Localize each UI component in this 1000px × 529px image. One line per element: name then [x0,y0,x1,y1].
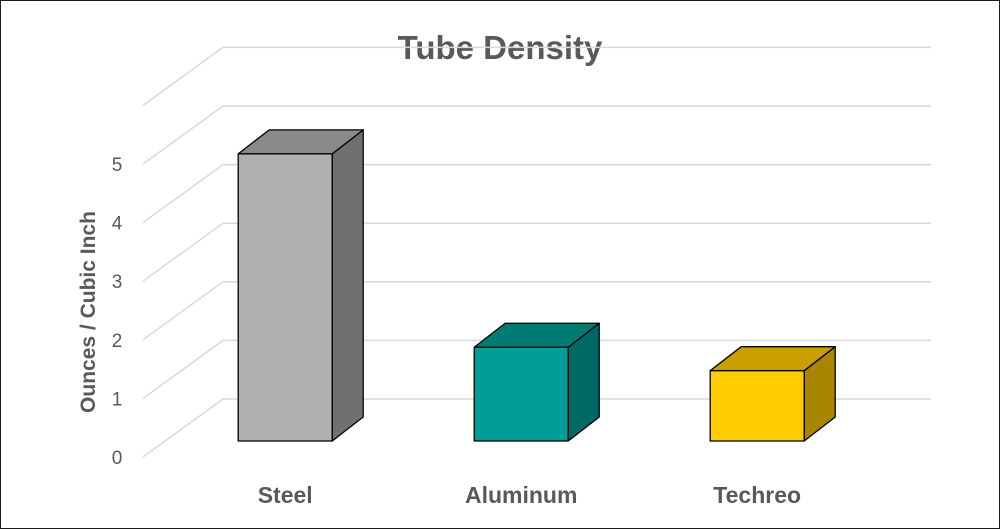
gridline [142,339,931,400]
y-tick-label: 4 [112,214,123,235]
y-tick-label: 5 [112,155,123,176]
gridline [142,46,931,107]
gridlines [142,46,931,458]
gridline [142,281,931,341]
bar-side-face [331,129,364,442]
y-tick-label: 0 [112,448,123,469]
gridline [142,398,931,458]
bar-aluminum [473,322,600,442]
gridline [142,105,931,165]
x-category-label: Techreo [713,482,801,508]
y-axis-title: Ounces / Cubic Inch [77,211,100,413]
y-tick-label: 1 [112,389,123,410]
y-tick-label: 3 [112,272,123,293]
bar-front-face [473,346,569,442]
x-category-label: Aluminum [465,482,577,508]
bar-techreo [709,346,836,442]
bar-front-face [237,153,333,442]
x-axis-labels: Steel Aluminum Techreo [258,482,801,508]
bars [237,129,836,442]
x-category-label: Steel [258,482,313,508]
bar-steel [237,129,364,442]
gridline [142,222,931,282]
y-axis-ticks: 0 1 2 3 4 5 [112,155,123,469]
y-tick-label: 2 [112,331,123,352]
bar-front-face [709,370,805,442]
gridline [142,163,931,224]
